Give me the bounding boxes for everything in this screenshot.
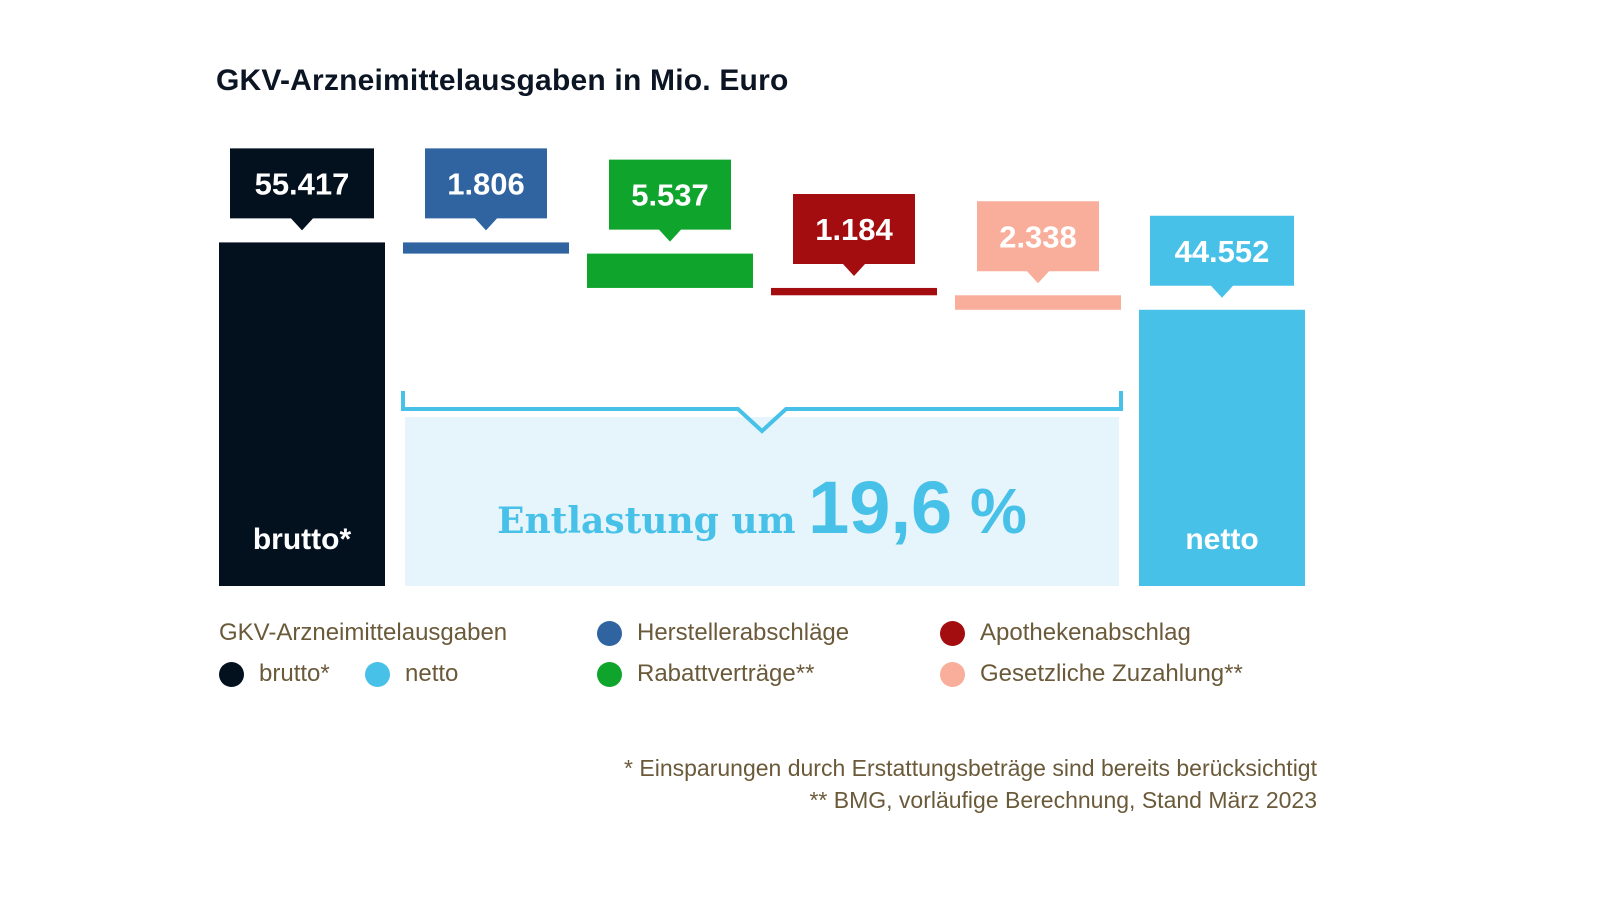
value-callout-herstellerabschl-ge [425, 148, 547, 231]
legend-item-brutto: brutto* [219, 660, 330, 688]
relief-value: 19,6 [808, 466, 952, 549]
footnote-2: ** BMG, vorläufige Berechnung, Stand Mär… [809, 787, 1317, 813]
value-callout-rabattvertr-ge [609, 159, 731, 242]
bar-apothekenabschlag [771, 287, 937, 296]
legend-label-netto: netto [405, 660, 459, 687]
value-label-rabattvertr-ge: 5.537 [631, 178, 709, 213]
value-label-netto: 44.552 [1175, 234, 1270, 269]
legend-label-gesetzliche-zuzahlung: Gesetzliche Zuzahlung** [980, 660, 1243, 687]
legend-dot-herstellerabschlaege [597, 620, 622, 646]
legend-dot-apothekenabschlag [940, 620, 965, 646]
footnote-1: * Einsparungen durch Erstattungsbeträge … [624, 755, 1317, 781]
bar-netto [1139, 309, 1305, 586]
bar-herstellerabschl-ge [403, 242, 569, 254]
legend-dot-gesetzliche-zuzahlung [940, 661, 965, 687]
legend-label-apothekenabschlag: Apothekenabschlag [980, 619, 1191, 646]
bar-rabattvertr-ge [587, 253, 753, 288]
bar-brutto [219, 242, 385, 586]
legend-dot-rabattvertraege [597, 661, 622, 687]
value-callout-brutto [230, 148, 374, 231]
bar-label-brutto: brutto* [253, 523, 352, 556]
value-label-brutto: 55.417 [255, 166, 350, 201]
value-callout-netto [1150, 215, 1294, 298]
legend-item-herstellerabschlaege: Herstellerabschläge [597, 619, 849, 647]
relief-prefix: Entlastung um [497, 500, 808, 542]
value-callout-gesetzliche-zuzahlung [977, 201, 1099, 284]
value-label-gesetzliche-zuzahlung: 2.338 [999, 219, 1077, 254]
value-callout-apothekenabschlag [793, 193, 915, 276]
bar-gesetzliche-zuzahlung [955, 295, 1121, 310]
relief-annotation: Entlastung um 19,6 % [497, 466, 1027, 549]
legend-item-netto: netto [365, 660, 458, 688]
bar-label-netto: netto [1185, 523, 1258, 556]
legend-item-gesetzliche-zuzahlung: Gesetzliche Zuzahlung** [940, 660, 1243, 688]
legend-heading: GKV-Arzneimittelausgaben [219, 619, 508, 646]
value-label-apothekenabschlag: 1.184 [815, 212, 893, 247]
legend-dot-brutto [219, 661, 244, 687]
relief-bracket [401, 391, 1123, 434]
relief-area [405, 417, 1119, 586]
legend-item-rabattvertraege: Rabattverträge** [597, 660, 814, 688]
chart-title: GKV-Arzneimittelausgaben in Mio. Euro [216, 64, 789, 97]
legend-item-apothekenabschlag: Apothekenabschlag [940, 619, 1191, 647]
legend-label-rabattvertraege: Rabattverträge** [637, 660, 815, 687]
relief-unit: % [952, 475, 1027, 547]
legend-dot-netto [365, 661, 390, 687]
legend-label-brutto: brutto* [259, 660, 330, 687]
legend-label-herstellerabschlaege: Herstellerabschläge [637, 619, 850, 646]
value-label-herstellerabschl-ge: 1.806 [447, 166, 525, 201]
